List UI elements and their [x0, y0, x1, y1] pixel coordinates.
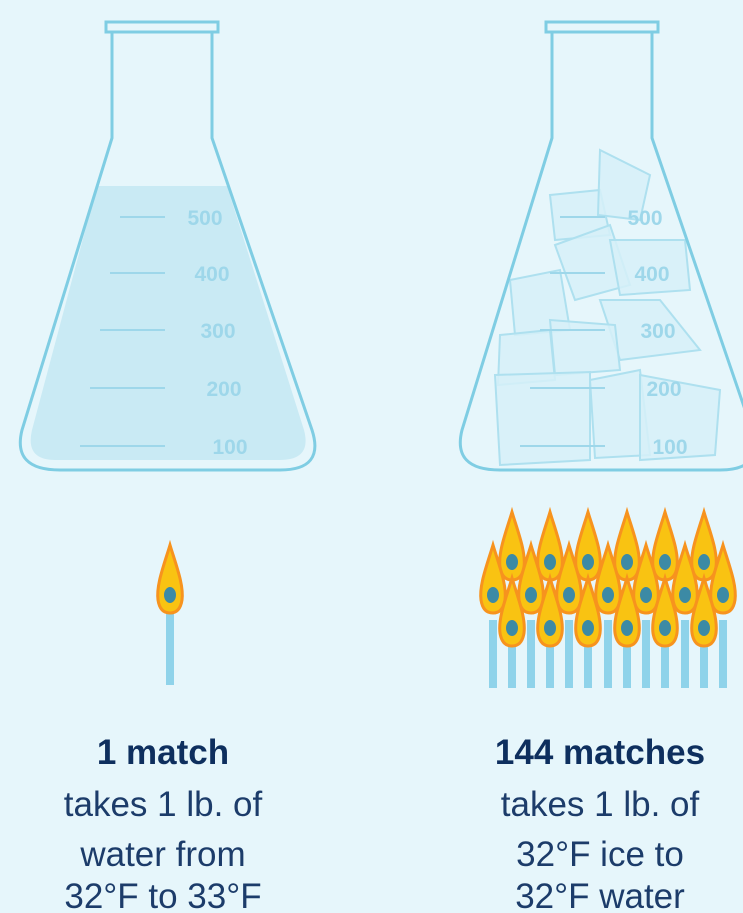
right-caption: takes 1 lb. of — [501, 785, 700, 824]
left-caption: water from — [79, 835, 245, 874]
match-head — [544, 554, 556, 570]
infographic: 500 400 300 200 100 500 400 300 200 100 1 match t… — [0, 0, 743, 913]
graduation-label: 100 — [652, 436, 687, 459]
match-stick — [489, 620, 497, 688]
match-head — [659, 554, 671, 570]
graduation-label: 400 — [194, 263, 229, 286]
right-caption: 32°F ice to — [516, 835, 684, 874]
match-head — [164, 587, 176, 603]
graduation-label: 500 — [187, 207, 222, 230]
left-caption: takes 1 lb. of — [64, 785, 263, 824]
match-head — [525, 587, 537, 603]
match-head — [506, 554, 518, 570]
left-heading: 1 match — [97, 733, 229, 772]
graduation-label: 300 — [640, 320, 675, 343]
graduation-label: 300 — [200, 320, 235, 343]
match-head — [582, 554, 594, 570]
graduation-label: 200 — [206, 378, 241, 401]
match-head — [698, 620, 710, 636]
match-head — [506, 620, 518, 636]
graduation-label: 500 — [627, 207, 662, 230]
graduation-label: 400 — [634, 263, 669, 286]
left-caption: 32°F to 33°F — [64, 877, 261, 913]
match-head — [640, 587, 652, 603]
match-head — [717, 587, 729, 603]
right-caption: 32°F water — [515, 877, 685, 913]
match-head — [544, 620, 556, 636]
ice-cube — [495, 372, 590, 465]
graduation-label: 200 — [646, 378, 681, 401]
ice-cube — [550, 320, 620, 375]
flask-lip — [546, 22, 658, 32]
match-head — [602, 587, 614, 603]
match-head — [582, 620, 594, 636]
match-head — [621, 620, 633, 636]
right-heading: 144 matches — [495, 733, 705, 772]
match-stick — [527, 620, 535, 688]
match-head — [679, 587, 691, 603]
flask-lip — [106, 22, 218, 32]
match-head — [698, 554, 710, 570]
match-head — [621, 554, 633, 570]
match-stick — [565, 620, 573, 688]
match-stick — [604, 620, 612, 688]
match-head — [563, 587, 575, 603]
match-head — [659, 620, 671, 636]
graduation-label: 100 — [212, 436, 247, 459]
match-stick — [719, 620, 727, 688]
match-stick — [681, 620, 689, 688]
match-head — [487, 587, 499, 603]
match-stick — [642, 620, 650, 688]
